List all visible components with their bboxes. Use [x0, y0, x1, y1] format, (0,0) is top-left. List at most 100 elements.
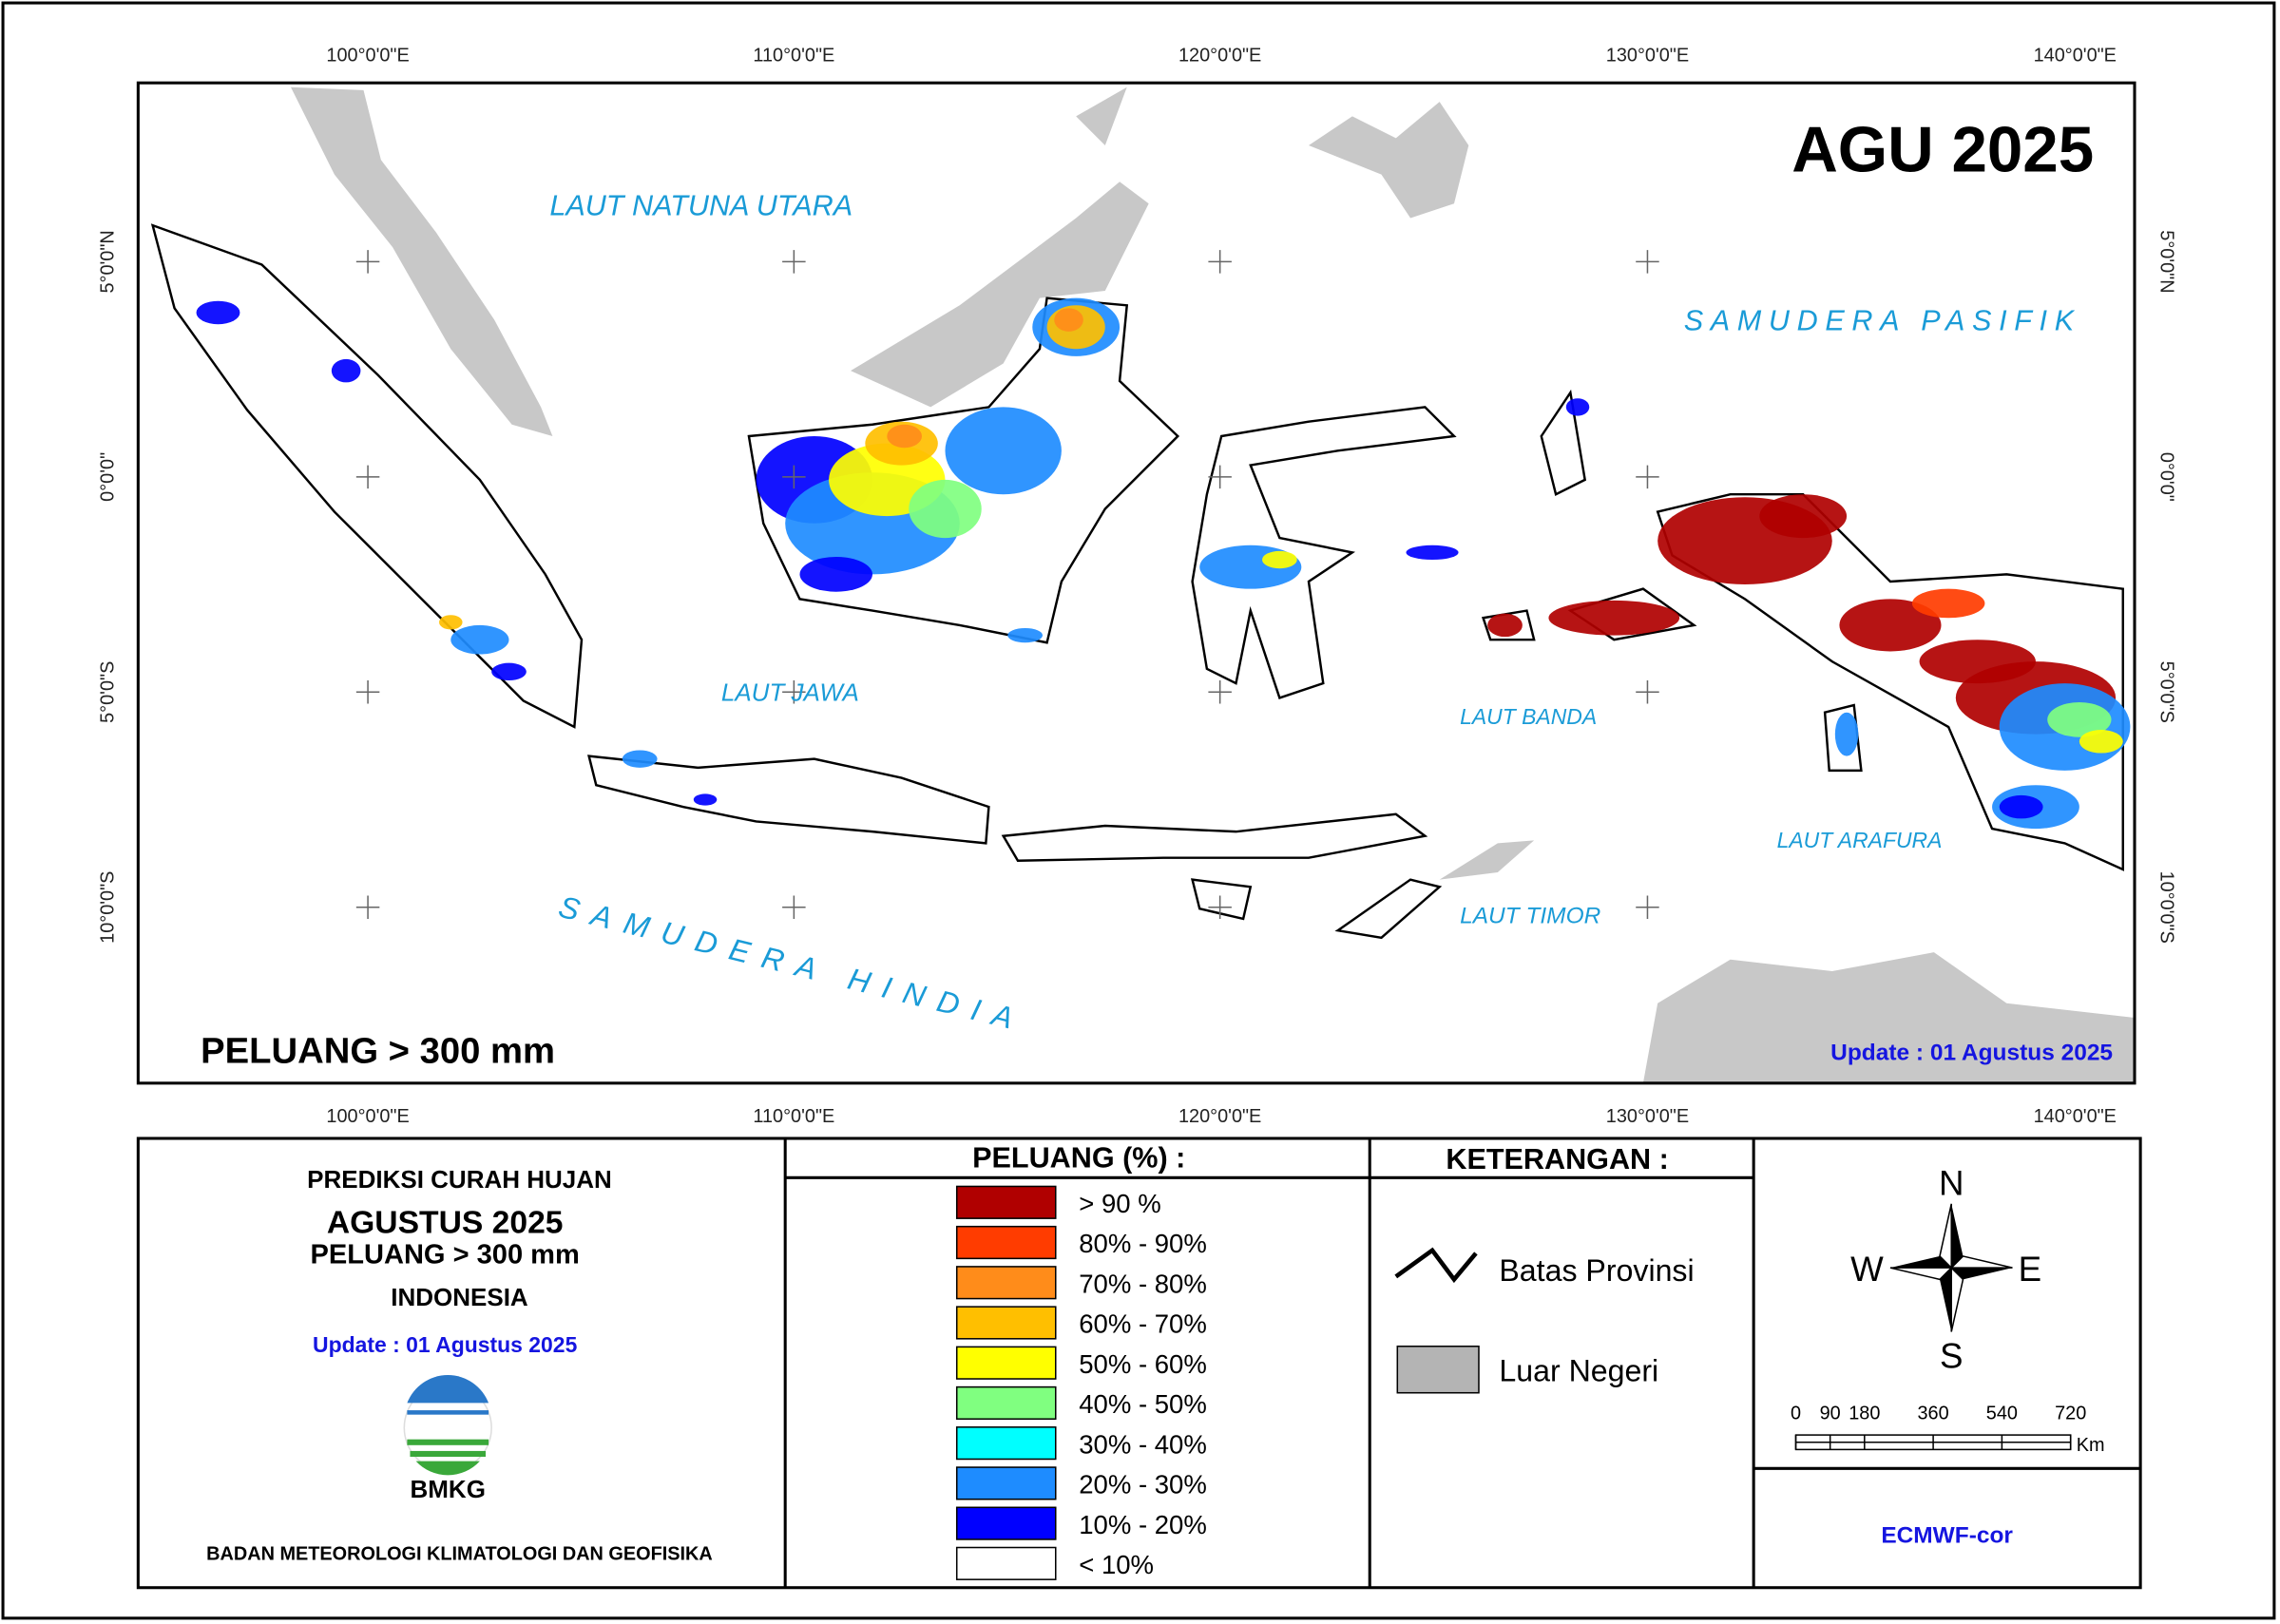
scale-unit: Km	[2077, 1435, 2105, 1456]
legend-label: 20% - 30%	[1079, 1470, 1207, 1500]
legend-label: 10% - 20%	[1079, 1510, 1207, 1539]
compass	[1889, 1203, 2013, 1332]
graticule	[355, 465, 380, 489]
compass-w: W	[1850, 1250, 1884, 1289]
bmkg-logo	[403, 1375, 492, 1476]
rain-area	[1839, 599, 1942, 652]
panel-region: INDONESIA	[391, 1283, 528, 1311]
panel-heading: PREDIKSI CURAH HUJAN	[307, 1165, 612, 1194]
legend-label: 80% - 90%	[1079, 1229, 1207, 1258]
java	[587, 755, 990, 845]
graticule	[782, 680, 806, 704]
info-panel: PREDIKSI CURAH HUJAN AGUSTUS 2025 PELUAN…	[136, 1137, 2142, 1590]
lon-label: 100°0'0"E	[326, 1106, 409, 1127]
sumba	[1190, 878, 1253, 921]
legend: > 90 % 80% - 90% 70% - 80% 60% - 70% 50% - 6…	[955, 1185, 1207, 1580]
legend-label: 50% - 60%	[1079, 1349, 1207, 1379]
rain-area	[1834, 712, 1859, 756]
legend-label: 30% - 40%	[1079, 1429, 1207, 1459]
scale-label: 720	[2055, 1403, 2086, 1423]
sea-label: LAUT BANDA	[1460, 704, 1597, 729]
lon-label: 140°0'0"E	[2034, 1106, 2117, 1127]
graticule	[1208, 680, 1232, 704]
lat-label: 10°0'0"S	[2156, 871, 2177, 944]
sea-label: LAUT JAWA	[721, 678, 859, 706]
lon-label: 120°0'0"E	[1178, 1106, 1261, 1127]
foreign-symbol	[1396, 1346, 1480, 1394]
rain-area	[1565, 398, 1590, 416]
boundary-symbol	[1394, 1247, 1478, 1284]
rain-area	[450, 624, 509, 655]
legend-swatch	[955, 1385, 1057, 1421]
rain-area	[439, 615, 463, 630]
map-title: AGU 2025	[1791, 115, 2094, 186]
graticule	[782, 465, 806, 489]
sea-label: LAUT NATUNA UTARA	[549, 189, 853, 221]
legend-swatch	[955, 1346, 1057, 1380]
legend-title: PELUANG (%) :	[972, 1142, 1185, 1175]
scale-label: 360	[1918, 1403, 1949, 1423]
timor-leste	[1439, 840, 1535, 880]
rain-area	[1999, 794, 2043, 819]
legend-swatch	[955, 1185, 1057, 1219]
lon-label: 110°0'0"E	[753, 1106, 834, 1127]
rain-area	[1262, 550, 1297, 569]
lon-label: 110°0'0"E	[753, 45, 834, 66]
lat-label: 10°0'0"S	[97, 871, 118, 944]
map-frame	[136, 81, 2136, 1085]
sabah-sarawak	[851, 182, 1149, 408]
rain-area	[693, 793, 718, 806]
rain-area	[622, 750, 658, 768]
rain-area	[1759, 494, 1848, 539]
halmahera	[1540, 389, 1587, 496]
rain-area	[2079, 730, 2123, 754]
legend-label: 60% - 70%	[1079, 1309, 1207, 1339]
legend-swatch	[955, 1306, 1057, 1340]
legend-label: 70% - 80%	[1079, 1269, 1207, 1298]
legend-label: < 10%	[1079, 1550, 1154, 1579]
rain-area	[1487, 613, 1523, 638]
sea-label: LAUT TIMOR	[1460, 904, 1600, 929]
institution: BADAN METEOROLOGI KLIMATOLOGI DAN GEOFIS…	[206, 1544, 713, 1565]
malay-peninsula	[290, 86, 553, 437]
lon-label: 140°0'0"E	[2034, 45, 2117, 66]
rain-area	[2047, 701, 2112, 737]
lat-label: 5°0'0"S	[2156, 661, 2177, 723]
rain-area	[799, 556, 872, 592]
panel-threshold: PELUANG > 300 mm	[311, 1240, 580, 1271]
rain-area	[1406, 545, 1459, 561]
graticule	[782, 250, 806, 274]
rain-area	[909, 479, 982, 539]
lon-label: 130°0'0"E	[1606, 1106, 1689, 1127]
logo-text: BMKG	[411, 1475, 486, 1503]
philippines	[1308, 102, 1469, 219]
scale-bar: 0 90 180 360 540 720 Km	[1791, 1403, 2105, 1456]
rain-area	[1919, 640, 2036, 684]
rain-area	[945, 407, 1062, 495]
keterangan-item: Batas Provinsi	[1499, 1253, 1694, 1288]
rain-area	[1548, 600, 1680, 636]
rain-area	[331, 358, 361, 383]
scale-label: 90	[1820, 1403, 1841, 1423]
model-name: ECMWF-cor	[1881, 1522, 2013, 1548]
graticule	[1636, 465, 1659, 489]
rain-area	[887, 424, 923, 449]
legend-swatch	[955, 1506, 1057, 1540]
map-subtitle: PELUANG > 300 mm	[201, 1030, 555, 1071]
scale-label: 0	[1791, 1403, 1801, 1423]
graticule	[355, 680, 380, 704]
graticule	[355, 895, 380, 919]
lat-label: 5°0'0"S	[97, 661, 118, 723]
panel-month: AGUSTUS 2025	[327, 1205, 564, 1240]
legend-swatch	[955, 1426, 1057, 1461]
map-area: AGU 2025 PELUANG > 300 mm Update : 01 Ag…	[97, 45, 2176, 1127]
rain-area	[1911, 588, 1985, 619]
sea-label: SAMUDERA PASIFIK	[1684, 304, 2081, 336]
nusa-tenggara	[1001, 812, 1428, 862]
australia	[1642, 952, 2136, 1083]
compass-n: N	[1939, 1164, 1964, 1203]
scale-label: 180	[1849, 1403, 1880, 1423]
scale-label: 540	[1986, 1403, 2018, 1423]
graticule	[1636, 250, 1659, 274]
